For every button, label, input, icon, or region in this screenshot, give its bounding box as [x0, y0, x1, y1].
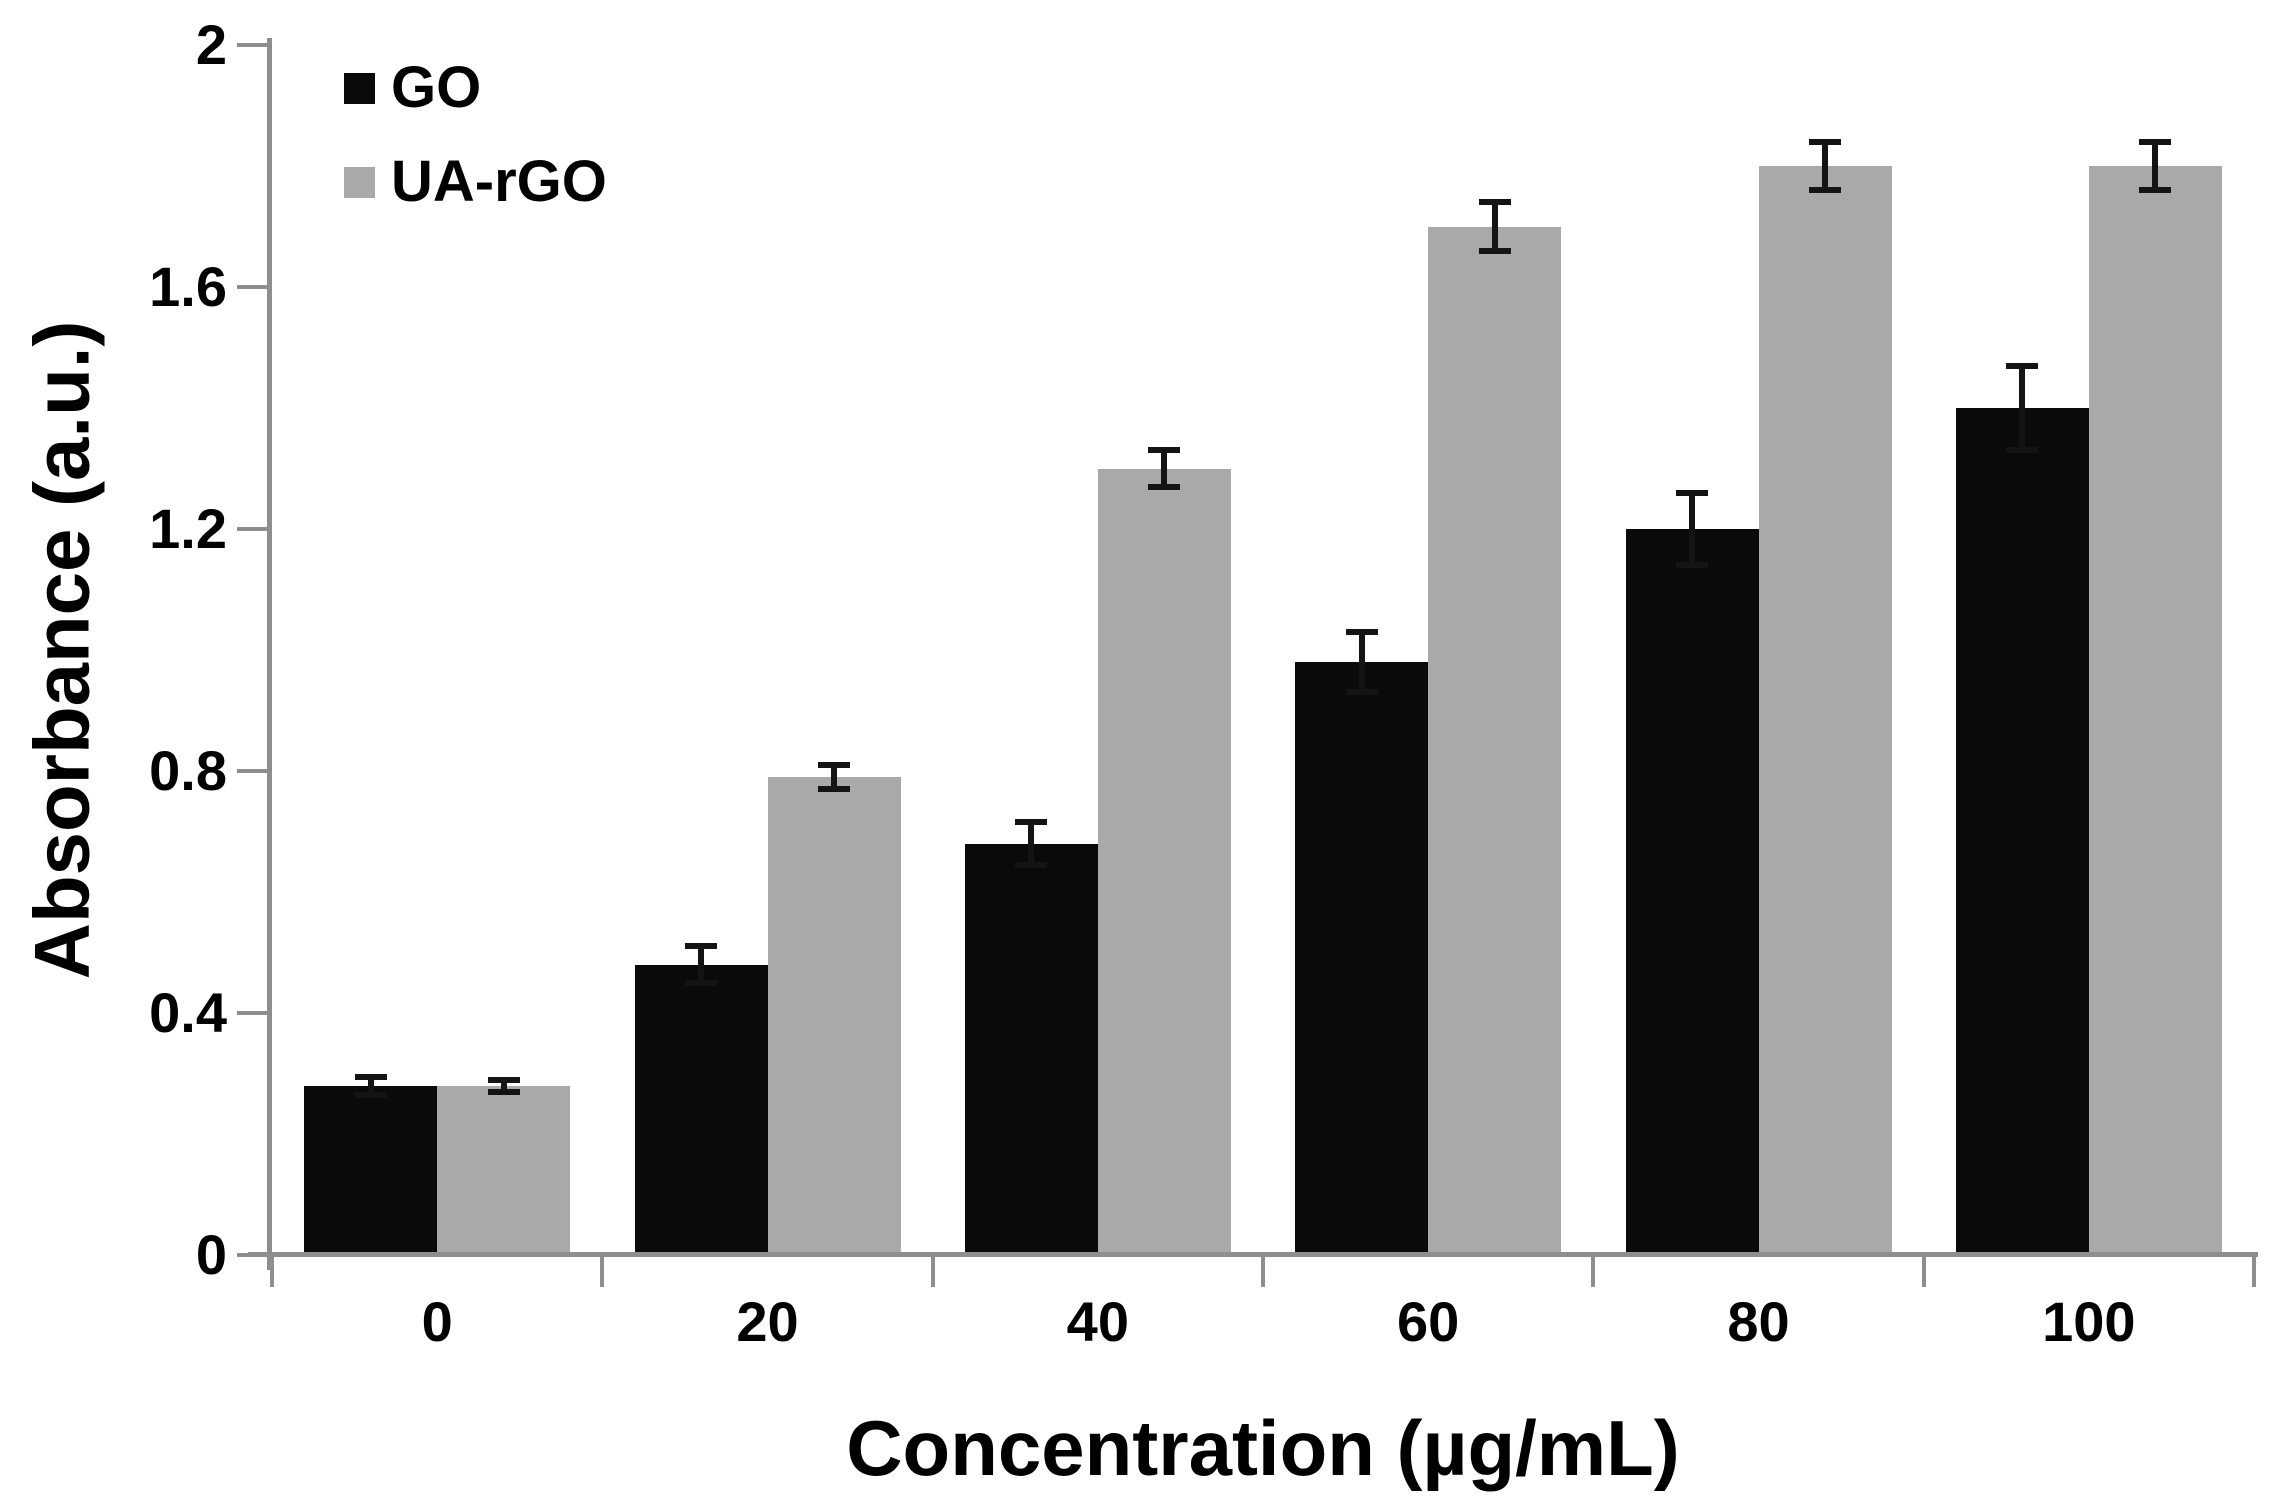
y-tick-2: [237, 43, 267, 47]
error-bar-cap-top-UA-rGO-20: [818, 761, 850, 768]
error-bar-cap-bottom-GO-80: [1676, 562, 1708, 569]
x-tick-label-80: 80: [1727, 1290, 1790, 1353]
y-tick-0: [237, 1253, 267, 1257]
error-bar-line-UA-rGO-60: [1491, 202, 1498, 251]
error-bar-cap-bottom-UA-rGO-0: [487, 1088, 520, 1095]
y-tick-0.8: [237, 769, 267, 773]
x-axis-line: [248, 1252, 2258, 1257]
error-bar-cap-bottom-UA-rGO-20: [818, 786, 850, 793]
y-tick-label-0: 0: [195, 1223, 227, 1286]
bar-GO-100: [1955, 408, 2089, 1255]
error-bar-line-GO-100: [2019, 365, 2026, 451]
legend-label: GO: [391, 55, 482, 120]
error-bar-cap-top-UA-rGO-60: [1478, 199, 1511, 206]
bar-UA-rGO-40: [1097, 468, 1231, 1255]
legend-entry-UA-rGO: UA-rGO: [344, 149, 607, 214]
x-tick-label-60: 60: [1397, 1290, 1460, 1353]
error-bar-cap-bottom-GO-60: [1345, 689, 1378, 696]
error-bar-cap-top-UA-rGO-80: [1809, 138, 1841, 145]
y-axis-line: [267, 38, 272, 1270]
error-bar-cap-top-GO-80: [1676, 489, 1708, 496]
y-tick-label-0.4: 0.4: [149, 981, 227, 1044]
x-tick-6: [2252, 1257, 2256, 1287]
error-bar-line-UA-rGO-80: [1822, 141, 1828, 191]
x-tick-2: [930, 1257, 935, 1287]
error-bar-cap-bottom-GO-100: [2006, 447, 2039, 454]
y-tick-0.4: [237, 1011, 267, 1015]
error-bar-cap-bottom-GO-20: [685, 979, 717, 986]
error-bar-line-GO-20: [698, 946, 704, 983]
error-bar-cap-top-GO-100: [2006, 362, 2039, 369]
bar-UA-rGO-20: [767, 777, 901, 1255]
error-bar-line-GO-0: [367, 1076, 374, 1095]
x-tick-0: [270, 1257, 274, 1287]
bar-UA-rGO-60: [1428, 226, 1562, 1255]
y-tick-label-0.8: 0.8: [149, 739, 227, 802]
y-tick-label-1.6: 1.6: [149, 255, 227, 318]
legend-entry-GO: GO: [344, 55, 607, 120]
error-bar-cap-bottom-UA-rGO-100: [2139, 187, 2172, 194]
bar-UA-rGO-80: [1758, 166, 1892, 1255]
x-tick-1: [600, 1257, 605, 1287]
legend: GO UA-rGO: [344, 55, 607, 250]
x-axis-title: Concentration (µg/mL): [846, 1404, 1680, 1492]
error-bar-line-UA-rGO-20: [831, 764, 837, 790]
y-tick-1.2: [237, 527, 267, 531]
error-bar-line-UA-rGO-0: [500, 1079, 507, 1092]
bar-UA-rGO-0: [437, 1085, 571, 1255]
bar-GO-0: [304, 1085, 438, 1255]
y-tick-label-1.2: 1.2: [149, 497, 227, 560]
x-tick-4: [1591, 1257, 1596, 1287]
x-tick-label-0: 0: [421, 1290, 453, 1353]
error-bar-cap-top-UA-rGO-40: [1148, 447, 1181, 454]
bar-GO-60: [1295, 662, 1429, 1255]
x-tick-label-40: 40: [1066, 1290, 1129, 1353]
y-tick-label-2: 2: [195, 13, 227, 76]
error-bar-cap-bottom-GO-40: [1015, 861, 1048, 868]
error-bar-cap-top-GO-0: [354, 1073, 387, 1080]
error-bar-line-UA-rGO-100: [2152, 141, 2159, 191]
bar-GO-20: [634, 964, 768, 1255]
error-bar-cap-top-GO-20: [685, 943, 717, 950]
bar-GO-40: [964, 843, 1098, 1255]
x-tick-3: [1261, 1257, 1265, 1287]
bar-UA-rGO-100: [2088, 166, 2222, 1255]
error-bar-line-UA-rGO-40: [1161, 450, 1168, 487]
error-bar-cap-top-GO-40: [1015, 819, 1048, 826]
error-bar-cap-top-UA-rGO-0: [487, 1076, 520, 1083]
x-tick-5: [1921, 1257, 1926, 1287]
bar-GO-80: [1625, 529, 1759, 1255]
x-tick-label-100: 100: [2042, 1290, 2136, 1353]
error-bar-cap-top-UA-rGO-100: [2139, 138, 2172, 145]
error-bar-line-GO-80: [1689, 492, 1695, 566]
legend-swatch-icon: [344, 166, 375, 198]
error-bar-cap-bottom-UA-rGO-80: [1809, 187, 1841, 194]
legend-swatch-icon: [344, 72, 375, 104]
error-bar-cap-top-GO-60: [1345, 628, 1378, 635]
y-tick-1.6: [237, 285, 267, 289]
error-bar-line-GO-60: [1358, 631, 1365, 693]
error-bar-cap-bottom-UA-rGO-40: [1148, 483, 1181, 490]
error-bar-line-GO-40: [1028, 822, 1035, 865]
error-bar-cap-bottom-GO-0: [354, 1091, 387, 1098]
error-bar-cap-bottom-UA-rGO-60: [1478, 247, 1511, 254]
x-tick-label-20: 20: [736, 1290, 799, 1353]
legend-label: UA-rGO: [391, 149, 607, 214]
